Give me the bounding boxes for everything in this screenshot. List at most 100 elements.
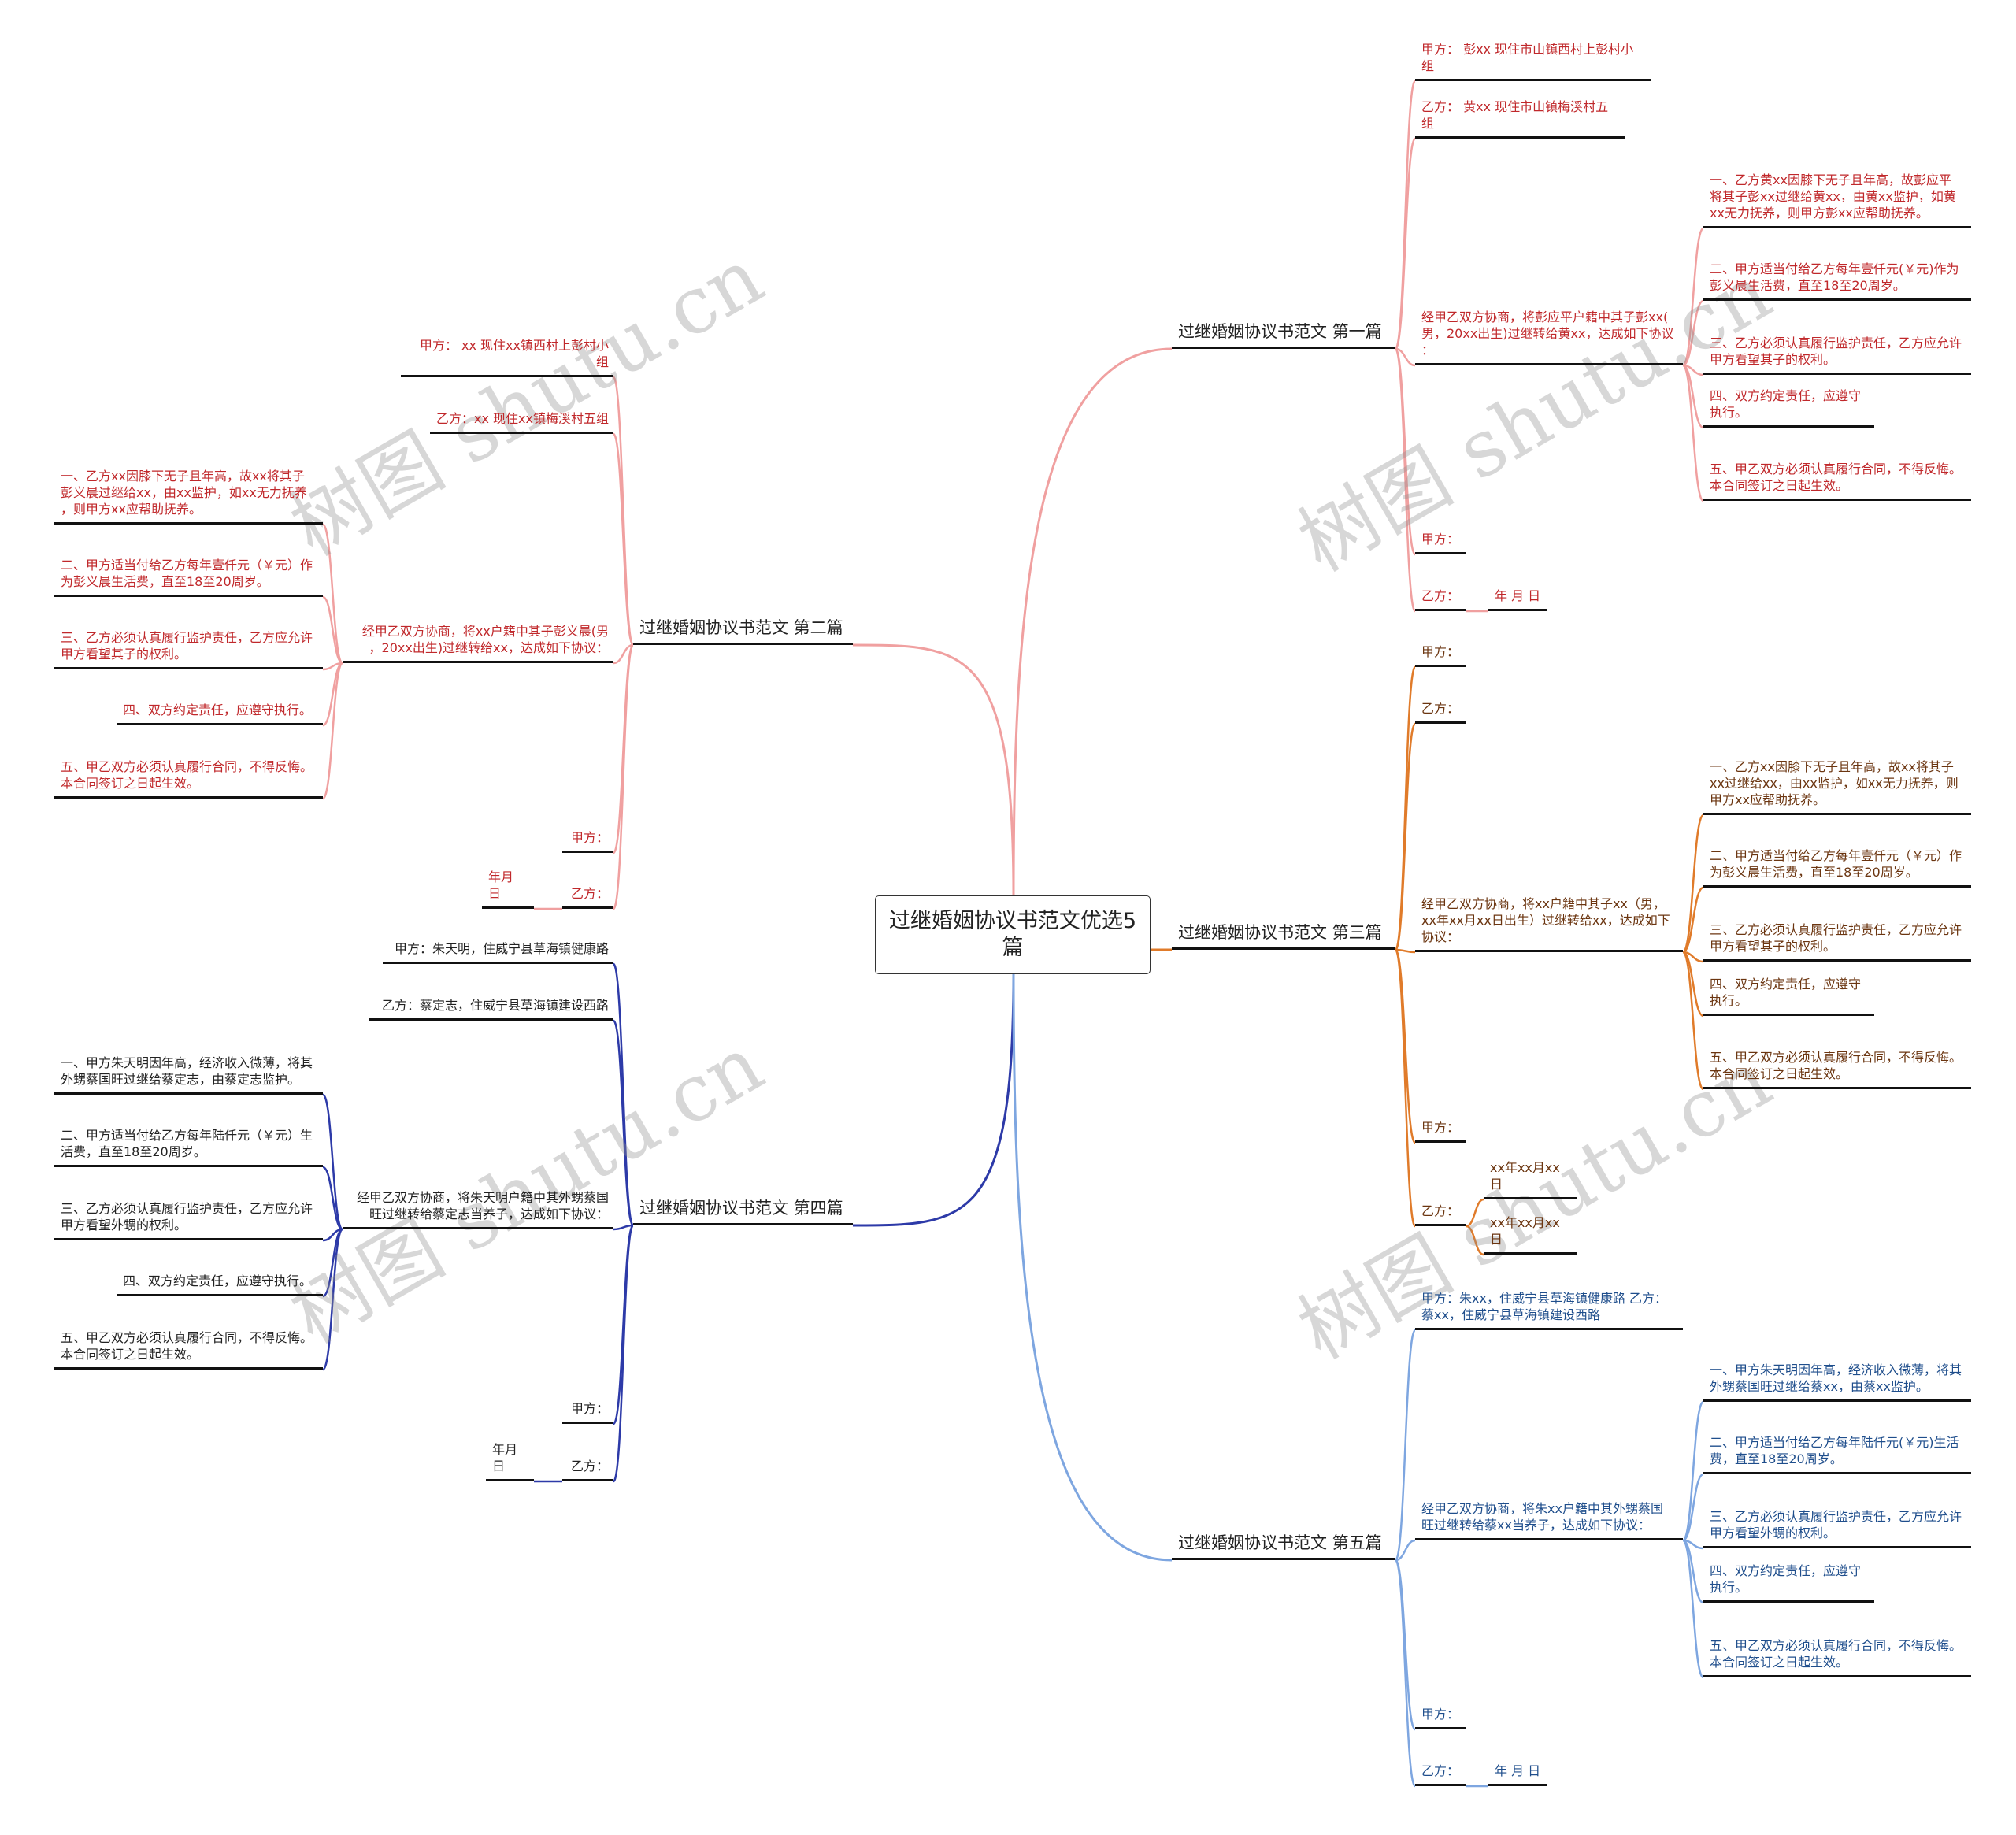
- subtopic-connector: [612, 376, 635, 647]
- leaf-topic[interactable]: 一、乙方xx因膝下无子且年高，故xx将其子 xx过继给xx，由xx监护，如xx无…: [1703, 758, 1971, 815]
- leaf-topic[interactable]: 年月日: [486, 1441, 534, 1481]
- subtopic[interactable]: 甲方：: [562, 1400, 613, 1424]
- branch-topic[interactable]: 过继婚姻协议书范文 第四篇: [633, 1198, 853, 1225]
- subtopic[interactable]: 甲方：: [1415, 1706, 1466, 1729]
- leaf-topic[interactable]: 二、甲方适当付给乙方每年壹仟元（￥元）作 为彭义晨生活费，直至18至20周岁。: [54, 557, 323, 597]
- subtopic[interactable]: 经甲乙双方协商，将彭应平户籍中其子彭xx( 男，20xx出生)过继转给黄xx，达…: [1415, 309, 1683, 365]
- leaf-connector: [322, 662, 343, 727]
- subtopic[interactable]: 甲方：: [1415, 643, 1466, 667]
- subtopic[interactable]: 甲方： xx 现住xx镇西村上彭村小组: [401, 337, 613, 377]
- leaf-connector: [322, 595, 343, 665]
- branch-connector: [852, 973, 1015, 1227]
- leaf-topic[interactable]: 三、乙方必须认真履行监护责任，乙方应允许 甲方看望其子的权利。: [1703, 335, 1971, 375]
- leaf-topic[interactable]: 二、甲方适当付给乙方每年陆仟元（￥元）生 活费，直至18至20周岁。: [54, 1127, 323, 1167]
- leaf-connector: [1466, 1198, 1484, 1228]
- subtopic[interactable]: 甲方：: [1415, 1119, 1466, 1143]
- leaf-topic[interactable]: 二、甲方适当付给乙方每年陆仟元(￥元)生活 费，直至18至20周岁。: [1703, 1434, 1971, 1474]
- branch-topic[interactable]: 过继婚姻协议书范文 第三篇: [1172, 922, 1395, 950]
- leaf-topic[interactable]: 四、双方约定责任，应遵守执行。: [1703, 387, 1874, 428]
- subtopic[interactable]: 甲方： 彭xx 现住市山镇西村上彭村小组: [1415, 41, 1651, 81]
- subtopic[interactable]: 乙方：xx 现住xx镇梅溪村五组: [430, 410, 613, 434]
- subtopic[interactable]: 经甲乙双方协商，将朱天明户籍中其外甥蔡国 旺过继转给蔡定志当养子，达成如下协议：: [343, 1189, 613, 1229]
- leaf-connector: [322, 1166, 343, 1231]
- leaf-topic[interactable]: 一、乙方黄xx因膝下无子且年高，故彭应平 将其子彭xx过继给黄xx，由黄xx监护…: [1703, 172, 1971, 228]
- subtopic-connector: [1394, 722, 1417, 951]
- leaf-connector: [1681, 364, 1705, 502]
- subtopic-connector: [1394, 347, 1417, 613]
- leaf-connector: [1682, 1539, 1704, 1604]
- leaf-topic[interactable]: 三、乙方必须认真履行监护责任，乙方应允许 甲方看望其子的权利。: [1703, 921, 1971, 962]
- leaf-connector: [321, 1228, 344, 1371]
- leaf-topic[interactable]: 四、双方约定责任，应遵守执行。: [117, 1273, 323, 1296]
- subtopic[interactable]: 乙方：: [1415, 700, 1466, 724]
- subtopic[interactable]: 甲方：: [1415, 531, 1466, 554]
- leaf-connector: [1466, 1225, 1484, 1256]
- leaf-topic[interactable]: 年 月 日: [1488, 588, 1547, 611]
- leaf-connector: [321, 523, 344, 665]
- leaf-topic[interactable]: xx年xx月xx日: [1484, 1159, 1577, 1199]
- subtopic[interactable]: 甲方：: [562, 829, 613, 853]
- leaf-topic[interactable]: 年 月 日: [1488, 1763, 1547, 1786]
- leaf-topic[interactable]: 五、甲乙双方必须认真履行合同，不得反悔。 本合同签订之日起生效。: [1703, 461, 1971, 501]
- subtopic[interactable]: 乙方：: [562, 885, 613, 909]
- leaf-connector: [321, 662, 344, 800]
- leaf-topic[interactable]: 三、乙方必须认真履行监护责任，乙方应允许 甲方看望其子的权利。: [54, 629, 323, 669]
- subtopic[interactable]: 乙方：: [562, 1458, 613, 1481]
- subtopic[interactable]: 乙方：: [1415, 1763, 1466, 1786]
- subtopic-connector: [612, 432, 635, 647]
- subtopic-connector: [1395, 347, 1416, 367]
- leaf-topic[interactable]: 四、双方约定责任，应遵守执行。: [1703, 1563, 1874, 1603]
- subtopic[interactable]: 经甲乙双方协商，将xx户籍中其子彭义晨(男 ，20xx出生)过继转给xx，达成如…: [343, 623, 613, 663]
- leaf-topic[interactable]: 四、双方约定责任，应遵守执行。: [1703, 976, 1874, 1016]
- leaf-connector: [1681, 951, 1705, 1091]
- leaf-connector: [1681, 1539, 1705, 1679]
- subtopic[interactable]: 甲方：朱天明，住威宁县草海镇健康路: [383, 940, 613, 964]
- leaf-topic[interactable]: 五、甲乙双方必须认真履行合同，不得反悔。 本合同签订之日起生效。: [54, 758, 323, 799]
- leaf-connector: [321, 1093, 344, 1231]
- branch-topic[interactable]: 过继婚姻协议书范文 第二篇: [633, 617, 853, 645]
- leaf-topic[interactable]: 一、甲方朱天明因年高，经济收入微薄，将其 外甥蔡国旺过继给蔡定志，由蔡定志监护。: [54, 1055, 323, 1095]
- leaf-topic[interactable]: 五、甲乙双方必须认真履行合同，不得反悔。 本合同签订之日起生效。: [1703, 1049, 1971, 1089]
- branch-connector: [852, 643, 1015, 896]
- subtopic[interactable]: 甲方：朱xx，住威宁县草海镇健康路 乙方： 蔡xx，住威宁县草海镇建设西路: [1415, 1290, 1683, 1330]
- subtopic-connector: [1395, 1539, 1416, 1562]
- subtopic-connector: [612, 1224, 635, 1425]
- subtopic-connector: [1394, 1559, 1417, 1731]
- subtopic-connector: [612, 1224, 635, 1483]
- subtopic-connector: [612, 643, 635, 910]
- leaf-topic[interactable]: 二、甲方适当付给乙方每年壹仟元（￥元）作 为彭义晨生活费，直至18至20周岁。: [1703, 847, 1971, 888]
- subtopic[interactable]: 乙方：: [1415, 1203, 1466, 1226]
- leaf-topic[interactable]: xx年xx月xx日: [1484, 1214, 1577, 1255]
- leaf-connector: [1681, 814, 1705, 954]
- leaf-connector: [1681, 227, 1705, 367]
- leaf-topic[interactable]: 五、甲乙双方必须认真履行合同，不得反悔。 本合同签订之日起生效。: [1703, 1637, 1971, 1677]
- leaf-topic[interactable]: 年月 日: [482, 869, 534, 909]
- leaf-topic[interactable]: 一、乙方xx因膝下无子且年高，故xx将其子 彭义晨过继给xx，由xx监护，如xx…: [54, 468, 323, 525]
- central-topic[interactable]: 过继婚姻协议书范文优选5篇: [875, 895, 1151, 974]
- branch-topic[interactable]: 过继婚姻协议书范文 第一篇: [1172, 321, 1395, 349]
- leaf-topic[interactable]: 四、双方约定责任，应遵守执行。: [117, 702, 323, 725]
- subtopic-connector: [1394, 665, 1417, 951]
- leaf-connector: [1681, 1400, 1705, 1542]
- leaf-topic[interactable]: 一、甲方朱天明因年高，经济收入微薄，将其 外甥蔡国旺过继给蔡xx，由蔡xx监护。: [1703, 1362, 1971, 1402]
- subtopic-connector: [1394, 347, 1417, 556]
- leaf-topic[interactable]: 三、乙方必须认真履行监护责任，乙方应允许 甲方看望外甥的权利。: [1703, 1508, 1971, 1548]
- leaf-connector: [1682, 886, 1704, 954]
- subtopic[interactable]: 乙方： 黄xx 现住市山镇梅溪村五组: [1415, 98, 1625, 139]
- subtopic-connector: [612, 962, 635, 1227]
- branch-topic[interactable]: 过继婚姻协议书范文 第五篇: [1172, 1533, 1395, 1560]
- leaf-connector: [1682, 1473, 1704, 1542]
- subtopic-connector: [612, 643, 635, 854]
- subtopic[interactable]: 经甲乙双方协商，将朱xx户籍中其外甥蔡国 旺过继转给蔡xx当养子，达成如下协议：: [1415, 1500, 1683, 1540]
- branch-connector: [1012, 973, 1173, 1562]
- subtopic-connector: [1394, 1559, 1417, 1788]
- leaf-topic[interactable]: 二、甲方适当付给乙方每年壹仟元(￥元)作为 彭义晨生活费，直至18至20周岁。: [1703, 261, 1971, 301]
- leaf-topic[interactable]: 三、乙方必须认真履行监护责任，乙方应允许 甲方看望外甥的权利。: [54, 1200, 323, 1240]
- subtopic-connector: [613, 643, 634, 665]
- subtopic[interactable]: 经甲乙双方协商，将xx户籍中其子xx（男， xx年xx月xx日出生）过继转给xx…: [1415, 895, 1683, 952]
- subtopic-connector: [612, 1019, 635, 1227]
- subtopic[interactable]: 乙方：蔡定志，住威宁县草海镇建设西路: [369, 997, 613, 1021]
- leaf-topic[interactable]: 五、甲乙双方必须认真履行合同，不得反悔。 本合同签订之日起生效。: [54, 1329, 323, 1370]
- subtopic[interactable]: 乙方：: [1415, 588, 1466, 611]
